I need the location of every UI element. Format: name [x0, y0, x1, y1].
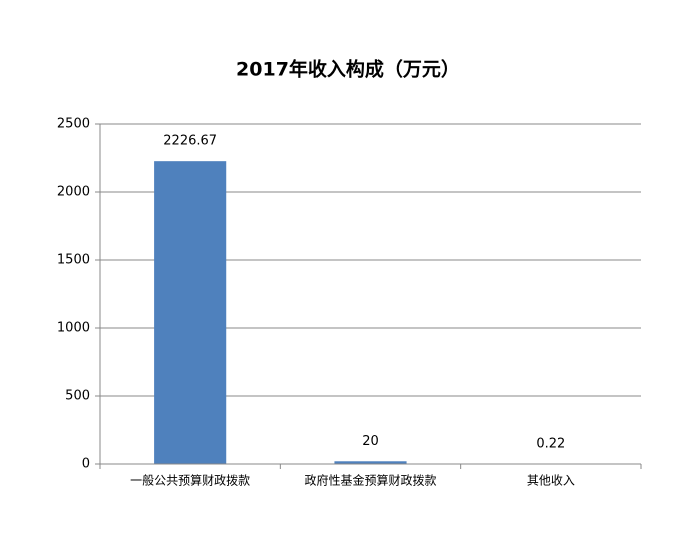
x-tick-label: 其他收入	[527, 474, 575, 488]
data-label: 0.22	[536, 436, 565, 451]
y-tick-label: 500	[65, 389, 90, 404]
bar	[154, 161, 227, 464]
y-tick-label: 1000	[57, 321, 90, 336]
data-label: 2226.67	[163, 134, 217, 149]
y-tick-label: 1500	[57, 253, 90, 268]
bar	[334, 461, 407, 464]
y-tick-label: 2000	[57, 185, 90, 200]
chart-title: 2017年收入构成（万元）	[236, 58, 460, 81]
data-label: 20	[362, 434, 379, 449]
y-tick-label: 2500	[57, 117, 90, 132]
x-tick-label: 政府性基金预算财政拨款	[304, 473, 436, 488]
x-tick-label: 一般公共预算财政拨款	[130, 473, 250, 488]
y-tick-label: 0	[82, 457, 90, 472]
